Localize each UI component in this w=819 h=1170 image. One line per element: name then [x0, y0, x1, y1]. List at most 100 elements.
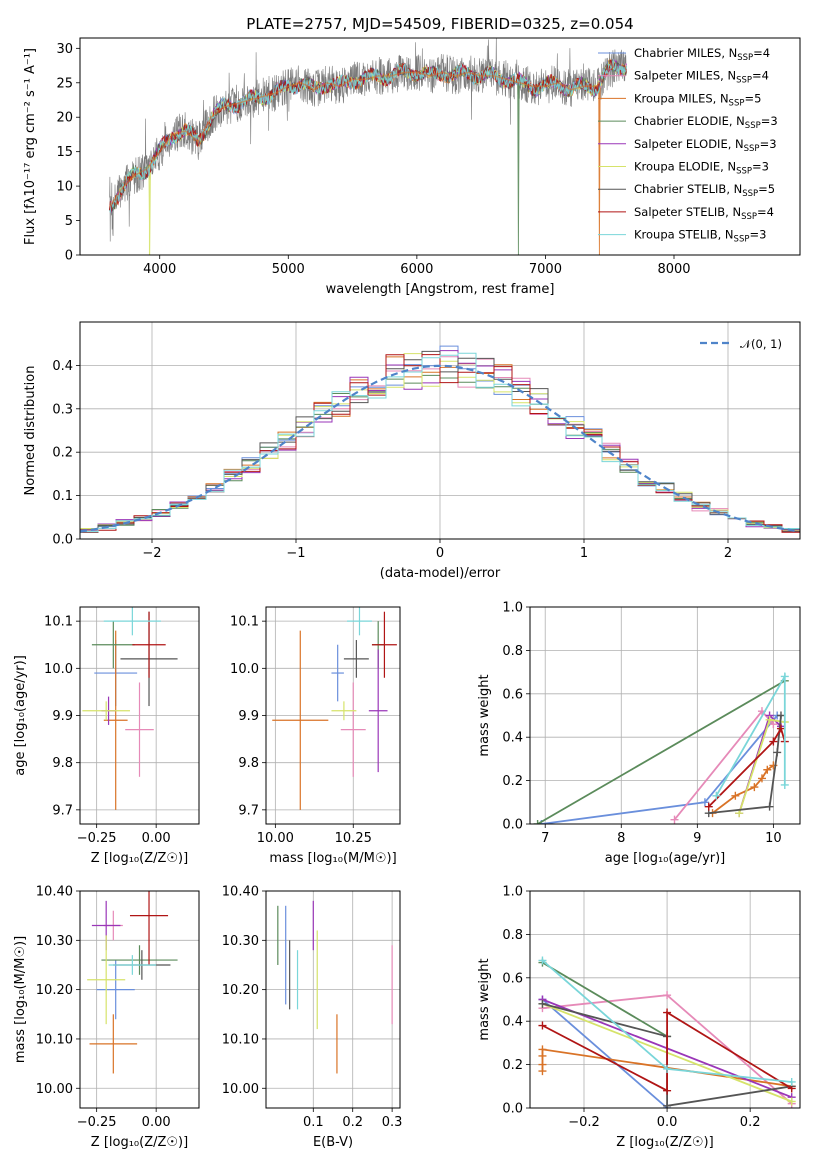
plot-area — [533, 672, 789, 824]
y-tick-label: 1.0 — [502, 601, 523, 616]
axes-frame — [79, 37, 801, 256]
mass-weight-marker — [663, 1064, 672, 1073]
x-axis-label: Z [log₁₀(Z/Z☉)] — [616, 1135, 713, 1150]
residual-histogram — [80, 352, 800, 533]
chart-title: PLATE=2757, MJD=54509, FIBERID=0325, z=0… — [246, 15, 633, 33]
mass-weight-marker — [780, 672, 789, 681]
y-tick-label: 0.8 — [502, 928, 523, 943]
mass-weight-marker — [538, 999, 547, 1008]
x-tick-label: −2 — [142, 546, 161, 561]
y-tick-label: 9.7 — [238, 803, 259, 818]
x-tick-label: 8 — [617, 831, 625, 846]
chart-mass_vs_Z: −0.25 0.00 10.00 10.10 10.20 10.30 10.40 Z [log… — [13, 885, 200, 1150]
y-tick-label: 0.4 — [502, 731, 523, 746]
plot-area — [277, 900, 393, 1074]
y-tick-label: 0.1 — [52, 489, 73, 504]
y-tick-label: 10.40 — [36, 885, 73, 900]
axes-frame — [265, 606, 401, 825]
mass-weight-marker — [663, 1086, 672, 1095]
legend-label: Chabrier ELODIE, NSSP=3 — [634, 114, 778, 131]
y-tick-label: 0.4 — [52, 359, 73, 374]
plot-area — [538, 956, 796, 1108]
mass-weight-marker — [663, 991, 672, 1000]
mass-weight-marker — [538, 1021, 547, 1030]
chart-mass_weight_vs_Z: −0.2 0.0 0.2 0.0 0.2 0.4 0.6 0.8 1.0 Z [log₁₀(Z/Z… — [477, 885, 801, 1150]
y-tick-label: 0.6 — [502, 687, 523, 702]
x-tick-label: 7000 — [529, 262, 562, 277]
x-tick-label: 9 — [693, 831, 701, 846]
y-axis-label: age [log₁₀(age/yr)] — [13, 655, 28, 776]
x-tick-label: 4000 — [143, 262, 176, 277]
x-axis-label: mass [log₁₀(M/M☉)] — [269, 851, 396, 866]
normal-curve — [80, 364, 798, 533]
x-tick-label: 10.25 — [335, 831, 372, 846]
x-tick-label: 0.00 — [142, 1115, 171, 1130]
y-tick-label: 10.20 — [222, 983, 259, 998]
x-tick-label: 0.2 — [740, 1115, 761, 1130]
axes-frame — [79, 321, 801, 540]
legend-label: Chabrier MILES, NSSP=4 — [634, 46, 770, 63]
y-tick-label: 10.20 — [36, 983, 73, 998]
axes-frame — [529, 890, 801, 1109]
y-tick-label: 0.4 — [502, 1015, 523, 1030]
legend-label: Kroupa MILES, NSSP=5 — [634, 91, 761, 108]
x-tick-label: 0.0 — [657, 1115, 678, 1130]
x-tick-label: −0.25 — [77, 1115, 117, 1130]
x-tick-label: −0.2 — [568, 1115, 600, 1130]
y-tick-label: 9.9 — [52, 709, 73, 724]
y-tick-label: 10.00 — [36, 1082, 73, 1097]
y-tick-label: 9.8 — [238, 756, 259, 771]
x-axis-label: wavelength [Angstrom, rest frame] — [326, 282, 555, 297]
y-tick-label: 5 — [65, 214, 73, 229]
mass-weight-marker — [765, 715, 774, 724]
legend-label: 𝒩(0, 1) — [740, 337, 782, 351]
mass-weight-line — [537, 680, 786, 824]
chart-age_vs_mass: 10.00 10.25 9.7 9.8 9.9 10.0 10.1 mass [log₁₀(M… — [230, 606, 401, 866]
mass-weight-marker — [776, 724, 785, 733]
x-axis-label: Z [log₁₀(Z/Z☉)] — [91, 1135, 188, 1150]
mass-weight-marker — [704, 802, 713, 811]
x-axis-label: Z [log₁₀(Z/Z☉)] — [91, 851, 188, 866]
y-axis-label: Normed distribution — [23, 366, 38, 496]
chart-spectrum: 4000 5000 6000 7000 8000 0 5 10 15 20 25 30 waveleng… — [23, 15, 801, 297]
mass-weight-marker — [712, 791, 721, 800]
y-tick-label: 10.40 — [222, 885, 259, 900]
x-tick-label: 0 — [436, 546, 444, 561]
model-spectrum-line — [109, 58, 627, 213]
y-tick-label: 20 — [56, 111, 73, 126]
y-tick-label: 9.7 — [52, 803, 73, 818]
mass-weight-marker — [533, 820, 542, 824]
legend-label: Kroupa ELODIE, NSSP=3 — [634, 160, 769, 177]
x-tick-label: 6000 — [400, 262, 433, 277]
chart-residuals: −2 −1 0 1 2 0.0 0.1 0.2 0.3 0.4 (data-model)/error… — [23, 321, 801, 581]
y-tick-label: 10.10 — [36, 1032, 73, 1047]
x-tick-label: −0.25 — [77, 831, 117, 846]
y-tick-label: 0.2 — [502, 774, 523, 789]
mass-weight-marker — [538, 956, 547, 965]
mass-weight-marker — [763, 765, 772, 774]
mass-weight-marker — [787, 1077, 796, 1086]
y-tick-label: 10.0 — [44, 662, 73, 677]
x-tick-label: 0.2 — [342, 1115, 363, 1130]
axes-frame — [79, 606, 200, 825]
mass-weight-marker — [757, 774, 766, 783]
plot-area — [80, 345, 800, 533]
chart-age_vs_Z: −0.25 0.00 9.7 9.8 9.9 10.0 10.1 Z [log₁₀(Z/Z☉)… — [13, 606, 200, 866]
x-tick-label: 0.3 — [382, 1115, 403, 1130]
x-axis-label: age [log₁₀(age/yr)] — [605, 851, 726, 866]
mass-weight-marker — [663, 1008, 672, 1017]
y-tick-label: 10.10 — [222, 1032, 259, 1047]
x-tick-label: 10 — [765, 831, 782, 846]
y-tick-label: 10 — [56, 180, 73, 195]
plot-area — [87, 891, 178, 1074]
mass-weight-marker — [750, 783, 759, 792]
model-continuum — [109, 71, 600, 208]
y-tick-label: 10.1 — [44, 615, 73, 630]
mass-weight-line — [708, 726, 786, 808]
x-axis-label: (data-model)/error — [380, 566, 501, 581]
y-tick-label: 0.0 — [52, 533, 73, 548]
mass-weight-marker — [538, 1045, 547, 1054]
y-tick-label: 0.0 — [502, 818, 523, 833]
mass-weight-marker — [780, 780, 789, 789]
